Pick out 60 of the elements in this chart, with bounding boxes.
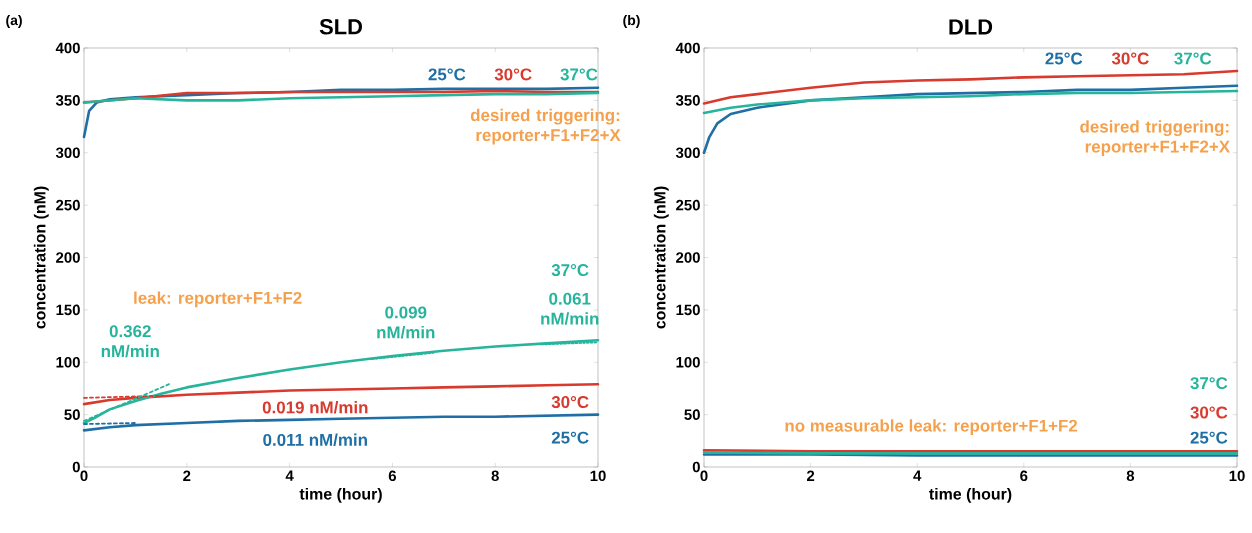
annotation: 0.061 nM/min bbox=[541, 292, 599, 325]
y-tick-label: 200 bbox=[676, 252, 700, 263]
annotation: 30°C bbox=[494, 68, 532, 81]
annotation: 25°C bbox=[551, 431, 589, 444]
text: (b) bbox=[623, 14, 640, 28]
annotation: 37°C bbox=[1174, 52, 1212, 65]
y-axis-title: concentration (nM) bbox=[33, 186, 49, 329]
y-tick-label: 250 bbox=[56, 199, 80, 211]
y-tick-label: 400 bbox=[675, 42, 700, 54]
annotation: 30°C bbox=[1190, 406, 1228, 419]
annotation: 0.019 nM/min bbox=[262, 400, 368, 414]
y-tick-label: 250 bbox=[676, 199, 700, 211]
annotation: desired triggering: reporter+F1+F2+X bbox=[470, 108, 621, 145]
y-tick-label: 350 bbox=[55, 95, 80, 106]
annotation: 0.099 nM/min bbox=[377, 306, 435, 339]
line-series bbox=[702, 69, 1239, 105]
x-axis-title: time (hour) bbox=[929, 487, 1012, 503]
x-axis-title: time (hour) bbox=[299, 487, 382, 503]
x-tick-label: 8 bbox=[1126, 470, 1135, 482]
x-tick-label: 2 bbox=[806, 470, 815, 481]
annotation: 25°C bbox=[1045, 52, 1083, 65]
x-tick-label: 4 bbox=[913, 470, 922, 481]
x-tick-label: 6 bbox=[388, 470, 397, 482]
y-tick-label: 50 bbox=[684, 409, 700, 420]
annotation: 30°C bbox=[551, 396, 589, 409]
y-tick-label: 100 bbox=[676, 356, 700, 368]
x-tick-label: 6 bbox=[1020, 470, 1028, 482]
y-tick-label: 0 bbox=[72, 461, 80, 473]
annotation: 37°C bbox=[551, 264, 589, 277]
y-tick-label: 50 bbox=[64, 409, 80, 420]
x-tick-label: 4 bbox=[285, 470, 294, 481]
y-tick-label: 100 bbox=[56, 356, 80, 368]
chart-title: SLD bbox=[319, 18, 362, 35]
x-tick-label: 0 bbox=[80, 470, 88, 482]
annotation: 0.362 nM/min bbox=[101, 325, 159, 358]
annotation: no measurable leak: reporter+F1+F2 bbox=[785, 419, 1078, 436]
annotation: leak: reporter+F1+F2 bbox=[134, 291, 302, 308]
y-tick-label: 0 bbox=[692, 461, 700, 473]
x-tick-label: 10 bbox=[590, 470, 606, 482]
annotation: 25°C bbox=[428, 68, 466, 81]
y-tick-label: 300 bbox=[55, 147, 80, 159]
y-tick-label: 350 bbox=[675, 95, 700, 106]
annotation: desired triggering: reporter+F1+F2+X bbox=[1080, 120, 1230, 156]
annotation: 37°C bbox=[1190, 377, 1228, 390]
y-tick-label: 300 bbox=[675, 147, 700, 159]
y-axis-title: concentration (nM) bbox=[653, 186, 669, 329]
annotation: 30°C bbox=[1111, 52, 1149, 65]
y-tick-label: 150 bbox=[676, 304, 700, 316]
x-tick-label: 8 bbox=[491, 470, 499, 482]
annotation: 37°C bbox=[560, 68, 598, 81]
x-tick-label: 2 bbox=[183, 470, 191, 481]
annotation: 0.011 nM/min bbox=[263, 433, 367, 447]
y-tick-label: 200 bbox=[56, 252, 80, 263]
text: (a) bbox=[6, 14, 22, 28]
annotation: 25°C bbox=[1190, 431, 1228, 444]
chart-title: DLD bbox=[949, 19, 993, 35]
y-tick-label: 400 bbox=[55, 42, 80, 54]
x-tick-label: 0 bbox=[700, 470, 708, 482]
x-tick-label: 10 bbox=[1229, 470, 1245, 482]
y-tick-label: 150 bbox=[56, 304, 80, 316]
